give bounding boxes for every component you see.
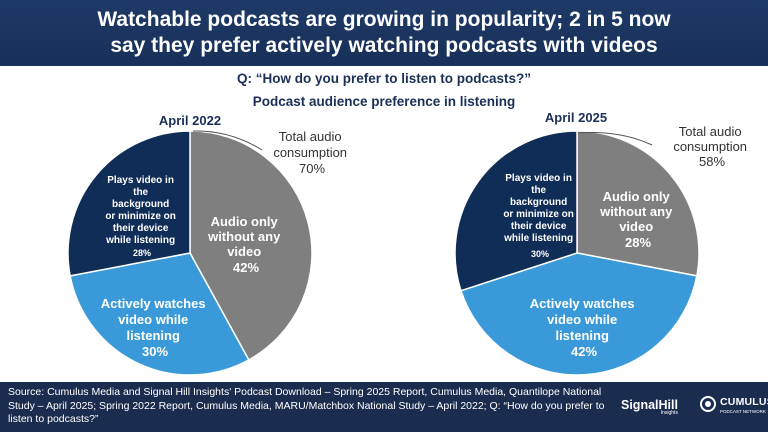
- slice-right-actively-watches: [460, 252, 698, 376]
- slice-left-background-video: [67, 130, 191, 277]
- value-left-audio-only: 42%: [233, 260, 259, 275]
- annotation-right-line2: consumption: [673, 139, 747, 154]
- pie-title-right: April 2025: [545, 110, 607, 125]
- annotation-right-value: 58%: [699, 154, 725, 169]
- pie-title-left: April 2022: [159, 113, 221, 128]
- question-text: Q: “How do you prefer to listen to podca…: [236, 71, 531, 86]
- label-right-background-video: Plays video in the background or minimiz…: [503, 173, 577, 259]
- headline-line-2: say they prefer actively watching podcas…: [110, 34, 658, 57]
- annotation-left-line2: consumption: [273, 145, 347, 160]
- pie-charts: April 2022 Total audio consumption 70% A…: [67, 110, 750, 376]
- value-right-actively-watches: 42%: [571, 344, 597, 359]
- slice-left-audio-only: [189, 130, 313, 361]
- label-left-actively-watches: Actively watches video while listening 3…: [101, 296, 209, 359]
- slice-right-audio-only: [576, 130, 700, 277]
- cumulus-logo-text: CUMULUS: [720, 396, 768, 408]
- annotation-left-line1: Total audio: [279, 129, 342, 144]
- slice-left-actively-watches: [69, 252, 250, 376]
- slice-right-background-video: [454, 130, 578, 292]
- label-right-audio-only: Audio only without any video 28%: [599, 189, 676, 250]
- annotation-right: Total audio consumption 58%: [673, 124, 750, 169]
- bracket-right: [577, 132, 653, 146]
- footer-bar: Source: Cumulus Media and Signal Hill In…: [0, 382, 768, 432]
- header-banner: Watchable podcasts are growing in popula…: [0, 0, 768, 66]
- pie-right: [454, 130, 700, 376]
- annotation-left: Total audio consumption 70%: [273, 129, 350, 176]
- headline-line-1: Watchable podcasts are growing in popula…: [97, 8, 671, 31]
- value-left-actively-watches: 30%: [142, 344, 168, 359]
- value-right-audio-only: 28%: [625, 235, 651, 250]
- bracket-left: [192, 130, 263, 151]
- signalhill-logo: SignalHill Insights: [621, 398, 678, 416]
- pie-left: [67, 130, 313, 376]
- cumulus-logo-icon: [700, 396, 716, 412]
- source-note: Source: Cumulus Media and Signal Hill In…: [8, 386, 605, 425]
- label-left-audio-only: Audio only without any video 42%: [207, 214, 284, 275]
- annotation-left-value: 70%: [299, 161, 325, 176]
- value-left-background-video: 28%: [133, 248, 151, 258]
- label-right-actively-watches: Actively watches video while listening 4…: [530, 296, 638, 359]
- value-right-background-video: 30%: [531, 249, 549, 259]
- label-left-background-video: Plays video in the background or minimiz…: [105, 175, 179, 258]
- signalhill-logo-text: SignalHill: [621, 398, 678, 412]
- chart-subtitle: Podcast audience preference in listening: [252, 94, 516, 109]
- annotation-right-line1: Total audio: [679, 124, 742, 139]
- cumulus-logo-sub: PODCAST NETWORK: [720, 409, 766, 414]
- signalhill-logo-sub: Insights: [660, 410, 678, 416]
